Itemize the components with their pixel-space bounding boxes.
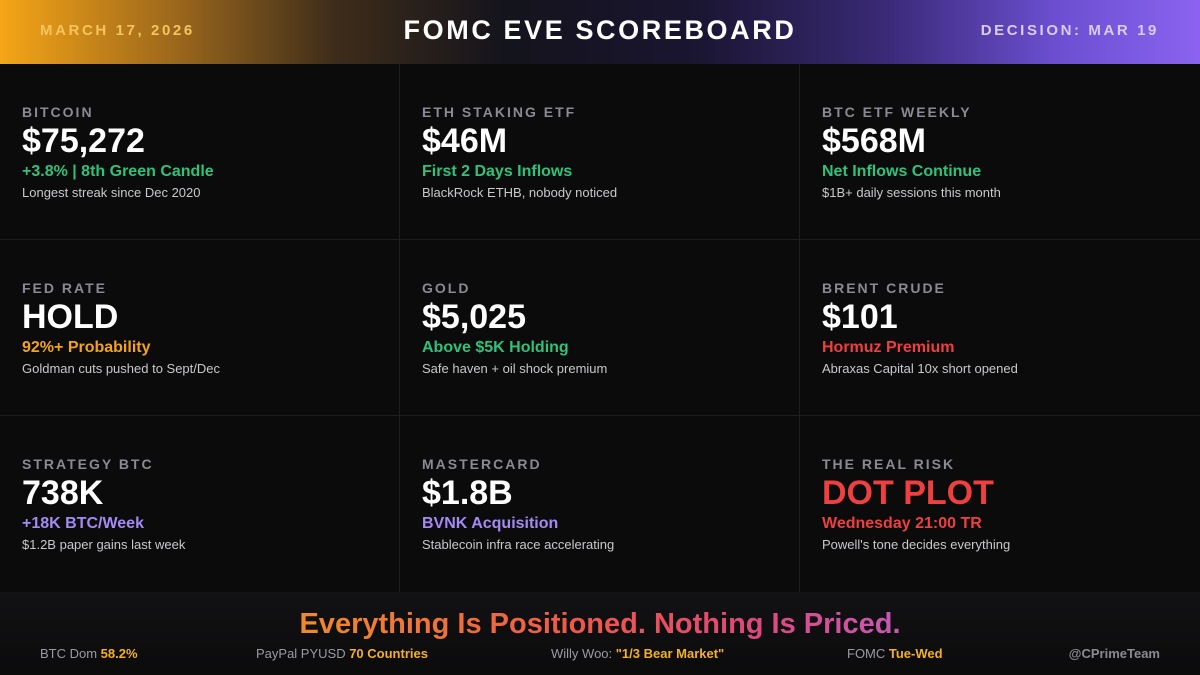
- card-value: $101: [822, 298, 898, 336]
- footer-stats: BTC Dom 58.2% PayPal PYUSD 70 Countries …: [0, 646, 1200, 666]
- card-value: DOT PLOT: [822, 474, 994, 512]
- stat-willy-woo: Willy Woo: "1/3 Bear Market": [551, 646, 724, 661]
- stat-paypal-pyusd: PayPal PYUSD 70 Countries: [256, 646, 428, 661]
- card-value: $46M: [422, 122, 508, 160]
- card-subline: Hormuz Premium: [822, 339, 955, 356]
- stat-label: FOMC: [847, 646, 889, 661]
- card-fed-rate: FED RATE HOLD 92%+ Probability Goldman c…: [0, 240, 400, 416]
- card-value: $5,025: [422, 298, 526, 336]
- card-note: Powell's tone decides everything: [822, 537, 1011, 552]
- card-brent-crude: BRENT CRUDE $101 Hormuz Premium Abraxas …: [800, 240, 1200, 416]
- stat-fomc: FOMC Tue-Wed: [847, 646, 943, 661]
- tagline-text: Everything Is Positioned. Nothing Is Pri…: [299, 608, 901, 640]
- header-banner: MARCH 17, 2026 FOMC EVE SCOREBOARD DECIS…: [0, 0, 1200, 64]
- card-subline: Above $5K Holding: [422, 339, 569, 356]
- card-label: GOLD: [422, 280, 471, 296]
- stat-label: Willy Woo:: [551, 646, 616, 661]
- card-label: STRATEGY BTC: [22, 456, 154, 472]
- card-value: $1.8B: [422, 474, 513, 512]
- header-date: MARCH 17, 2026: [40, 22, 195, 39]
- card-label: ETH STAKING ETF: [422, 104, 577, 120]
- stat-label: BTC Dom: [40, 646, 101, 661]
- card-value: 738K: [22, 474, 104, 512]
- card-gold: GOLD $5,025 Above $5K Holding Safe haven…: [400, 240, 800, 416]
- card-subline: Net Inflows Continue: [822, 163, 982, 180]
- card-note: $1.2B paper gains last week: [22, 537, 186, 552]
- decision-date: DECISION: MAR 19: [980, 22, 1159, 39]
- stat-value: 70 Countries: [349, 646, 428, 661]
- card-subline: +18K BTC/Week: [22, 515, 144, 532]
- card-label: BTC ETF WEEKLY: [822, 104, 972, 120]
- card-subline: 92%+ Probability: [22, 339, 151, 356]
- card-note: $1B+ daily sessions this month: [822, 185, 1001, 200]
- card-btc-etf-weekly: BTC ETF WEEKLY $568M Net Inflows Continu…: [800, 64, 1200, 240]
- card-eth-staking-etf: ETH STAKING ETF $46M First 2 Days Inflow…: [400, 64, 800, 240]
- card-subline: +3.8% | 8th Green Candle: [22, 163, 214, 180]
- stat-btc-dom: BTC Dom 58.2%: [40, 646, 138, 661]
- stat-label: PayPal PYUSD: [256, 646, 350, 661]
- social-handle: @CPrimeTeam: [1068, 646, 1160, 661]
- footer: Everything Is Positioned. Nothing Is Pri…: [0, 592, 1200, 675]
- stat-value: "1/3 Bear Market": [615, 646, 725, 661]
- card-value: $75,272: [22, 122, 145, 160]
- card-label: FED RATE: [22, 280, 107, 296]
- page-title: FOMC EVE SCOREBOARD: [403, 15, 797, 45]
- card-value: $568M: [822, 122, 926, 160]
- card-label: BITCOIN: [22, 104, 94, 120]
- card-note: Longest streak since Dec 2020: [22, 185, 201, 200]
- card-value: HOLD: [22, 298, 119, 336]
- card-bitcoin: BITCOIN $75,272 +3.8% | 8th Green Candle…: [0, 64, 400, 240]
- card-note: Goldman cuts pushed to Sept/Dec: [22, 361, 221, 376]
- card-strategy-btc: STRATEGY BTC 738K +18K BTC/Week $1.2B pa…: [0, 416, 400, 592]
- card-subline: BVNK Acquisition: [422, 515, 559, 532]
- card-note: Safe haven + oil shock premium: [422, 361, 608, 376]
- card-subline: Wednesday 21:00 TR: [822, 515, 982, 532]
- card-subline: First 2 Days Inflows: [422, 163, 573, 180]
- card-the-real-risk: THE REAL RISK DOT PLOT Wednesday 21:00 T…: [800, 416, 1200, 592]
- card-note: BlackRock ETHB, nobody noticed: [422, 185, 618, 200]
- card-label: THE REAL RISK: [822, 456, 956, 472]
- card-note: Stablecoin infra race accelerating: [422, 537, 615, 552]
- stat-value: 58.2%: [100, 646, 138, 661]
- card-note: Abraxas Capital 10x short opened: [822, 361, 1018, 376]
- card-label: BRENT CRUDE: [822, 280, 946, 296]
- scoreboard-grid: BITCOIN $75,272 +3.8% | 8th Green Candle…: [0, 64, 1200, 592]
- card-label: MASTERCARD: [422, 456, 542, 472]
- stat-value: Tue-Wed: [888, 646, 943, 661]
- card-mastercard: MASTERCARD $1.8B BVNK Acquisition Stable…: [400, 416, 800, 592]
- tagline: Everything Is Positioned. Nothing Is Pri…: [0, 608, 1200, 641]
